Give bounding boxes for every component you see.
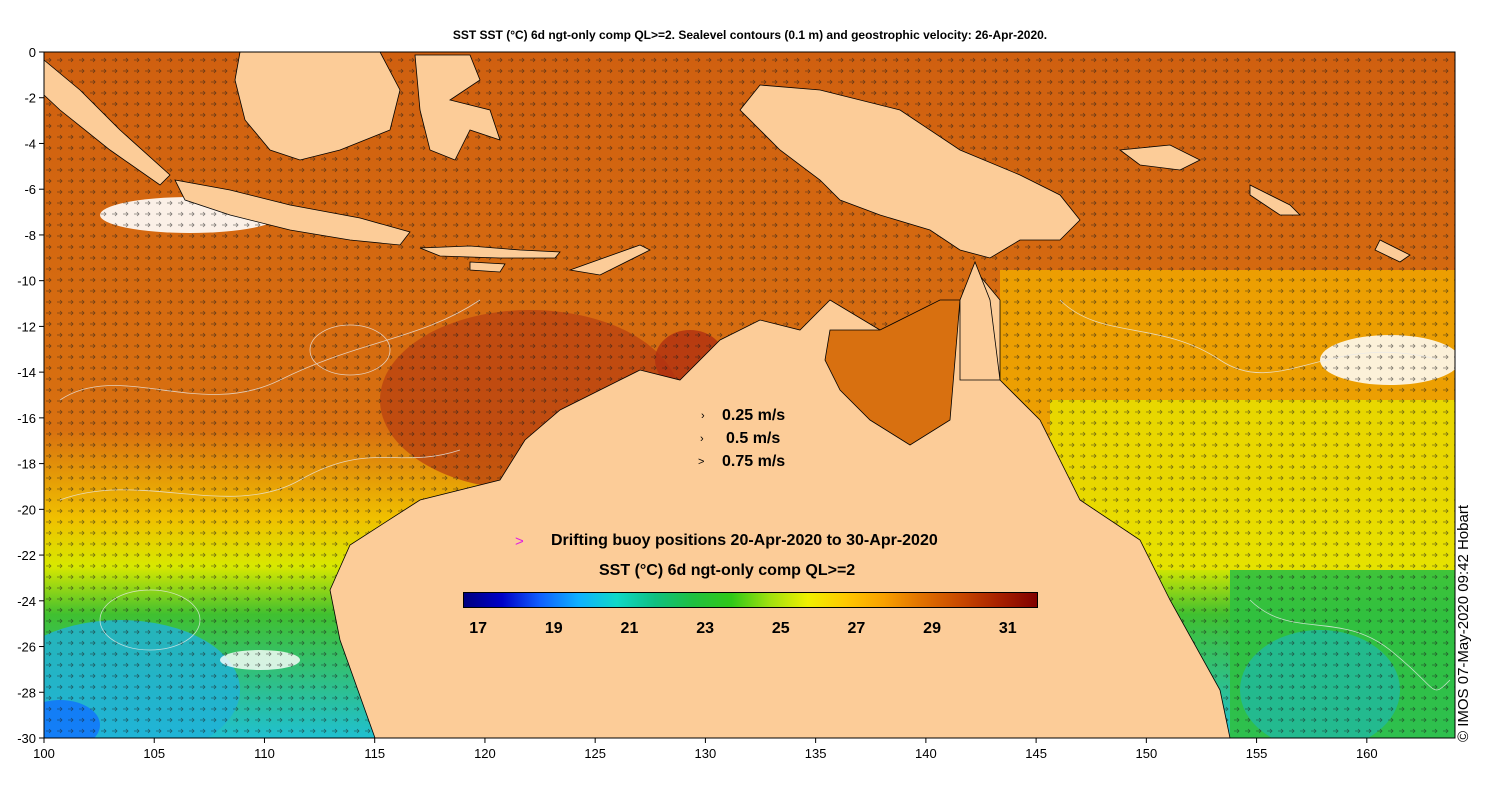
colorbar-tick-label: 29 bbox=[923, 620, 941, 637]
sealevel-contour bbox=[99, 589, 201, 651]
buoy-marker-icon: > bbox=[515, 533, 524, 550]
plot-frame bbox=[43, 51, 1456, 739]
velocity-glyph-075: > bbox=[698, 456, 705, 468]
solomon-islands bbox=[1249, 184, 1301, 216]
y-tick-label: -4 bbox=[24, 136, 36, 151]
sst-colorbar bbox=[463, 592, 1038, 608]
colorbar-title: SST (°C) 6d ngt-only comp QL>=2 bbox=[599, 562, 856, 579]
y-axis: 0 -2 -4 -6 -8 -10 -12 -14 -16 -18 -20 -22 -24 -26 -28 -… bbox=[17, 45, 44, 746]
y-tick-label: -16 bbox=[17, 411, 36, 426]
sealevel-contour bbox=[309, 324, 391, 376]
buoy-legend-label: Drifting buoy positions 20-Apr-2020 to 3… bbox=[551, 532, 938, 549]
x-tick-label: 155 bbox=[1246, 746, 1268, 761]
y-tick-label: -14 bbox=[17, 365, 36, 380]
y-tick-label: -28 bbox=[17, 685, 36, 700]
x-tick-label: 145 bbox=[1025, 746, 1047, 761]
sumba-island bbox=[469, 261, 506, 273]
timor-island bbox=[568, 244, 651, 276]
velocity-label-025: 0.25 m/s bbox=[722, 407, 786, 424]
sulawesi-landmass bbox=[414, 54, 501, 161]
map-title: SST SST (°C) 6d ngt-only comp QL>=2. Sea… bbox=[452, 28, 1048, 42]
y-tick-label: -12 bbox=[17, 319, 36, 334]
sumatra-landmass bbox=[44, 59, 171, 186]
velocity-label-05: 0.5 m/s bbox=[726, 430, 781, 447]
x-tick-label: 100 bbox=[33, 746, 55, 761]
new-guinea-landmass bbox=[739, 84, 1081, 259]
x-tick-label: 120 bbox=[474, 746, 496, 761]
colorbar-tick-label: 21 bbox=[620, 620, 639, 637]
imos-credit: © IMOS 07-May-2020 09:42 Hobart bbox=[1455, 505, 1472, 742]
y-tick-label: 0 bbox=[29, 45, 36, 60]
sealevel-contour bbox=[1059, 299, 1441, 374]
gulf-of-carpentaria bbox=[824, 299, 961, 446]
lesser-sunda-islands bbox=[419, 245, 561, 259]
sealevel-contour bbox=[59, 449, 461, 501]
new-britain bbox=[1118, 144, 1201, 171]
x-tick-label: 110 bbox=[254, 746, 275, 761]
sealevel-contour bbox=[1249, 599, 1451, 691]
velocity-glyph-025: › bbox=[701, 410, 705, 422]
x-tick-label: 115 bbox=[364, 746, 385, 761]
sealevel-contour bbox=[59, 299, 481, 401]
x-tick-label: 105 bbox=[143, 746, 165, 761]
colorbar-tick-label: 17 bbox=[469, 620, 488, 637]
y-tick-label: -30 bbox=[17, 731, 36, 746]
colorbar-tick-label: 27 bbox=[847, 620, 866, 637]
colorbar-tick-label: 23 bbox=[696, 620, 714, 637]
borneo-landmass bbox=[234, 52, 401, 161]
x-tick-label: 150 bbox=[1135, 746, 1157, 761]
australia-landmass bbox=[329, 269, 1231, 738]
y-tick-label: -24 bbox=[17, 594, 36, 609]
y-tick-label: -8 bbox=[24, 228, 36, 243]
y-tick-label: -20 bbox=[17, 502, 36, 517]
colorbar-tick-label: 25 bbox=[771, 620, 790, 637]
x-tick-label: 135 bbox=[805, 746, 827, 761]
y-tick-label: -10 bbox=[17, 274, 36, 289]
y-tick-label: -18 bbox=[17, 457, 36, 472]
java-landmass bbox=[174, 179, 411, 246]
y-tick-label: -6 bbox=[24, 182, 36, 197]
x-tick-label: 125 bbox=[584, 746, 606, 761]
x-axis: 100 105 110 115 120 125 130 135 140 145 150 155 160 bbox=[33, 738, 1378, 761]
velocity-label-075: 0.75 m/s bbox=[722, 453, 786, 470]
colorbar-tick-label: 19 bbox=[544, 620, 563, 637]
x-tick-label: 140 bbox=[915, 746, 937, 761]
y-tick-label: -26 bbox=[17, 640, 36, 655]
colorbar-tick-label: 31 bbox=[998, 620, 1017, 637]
y-tick-label: -22 bbox=[17, 548, 36, 563]
velocity-glyph-05: › bbox=[700, 433, 704, 445]
x-tick-label: 130 bbox=[695, 746, 717, 761]
x-tick-label: 160 bbox=[1356, 746, 1378, 761]
cape-york bbox=[959, 260, 1001, 381]
solomon-islands bbox=[1374, 239, 1411, 263]
y-tick-label: -2 bbox=[24, 91, 36, 106]
